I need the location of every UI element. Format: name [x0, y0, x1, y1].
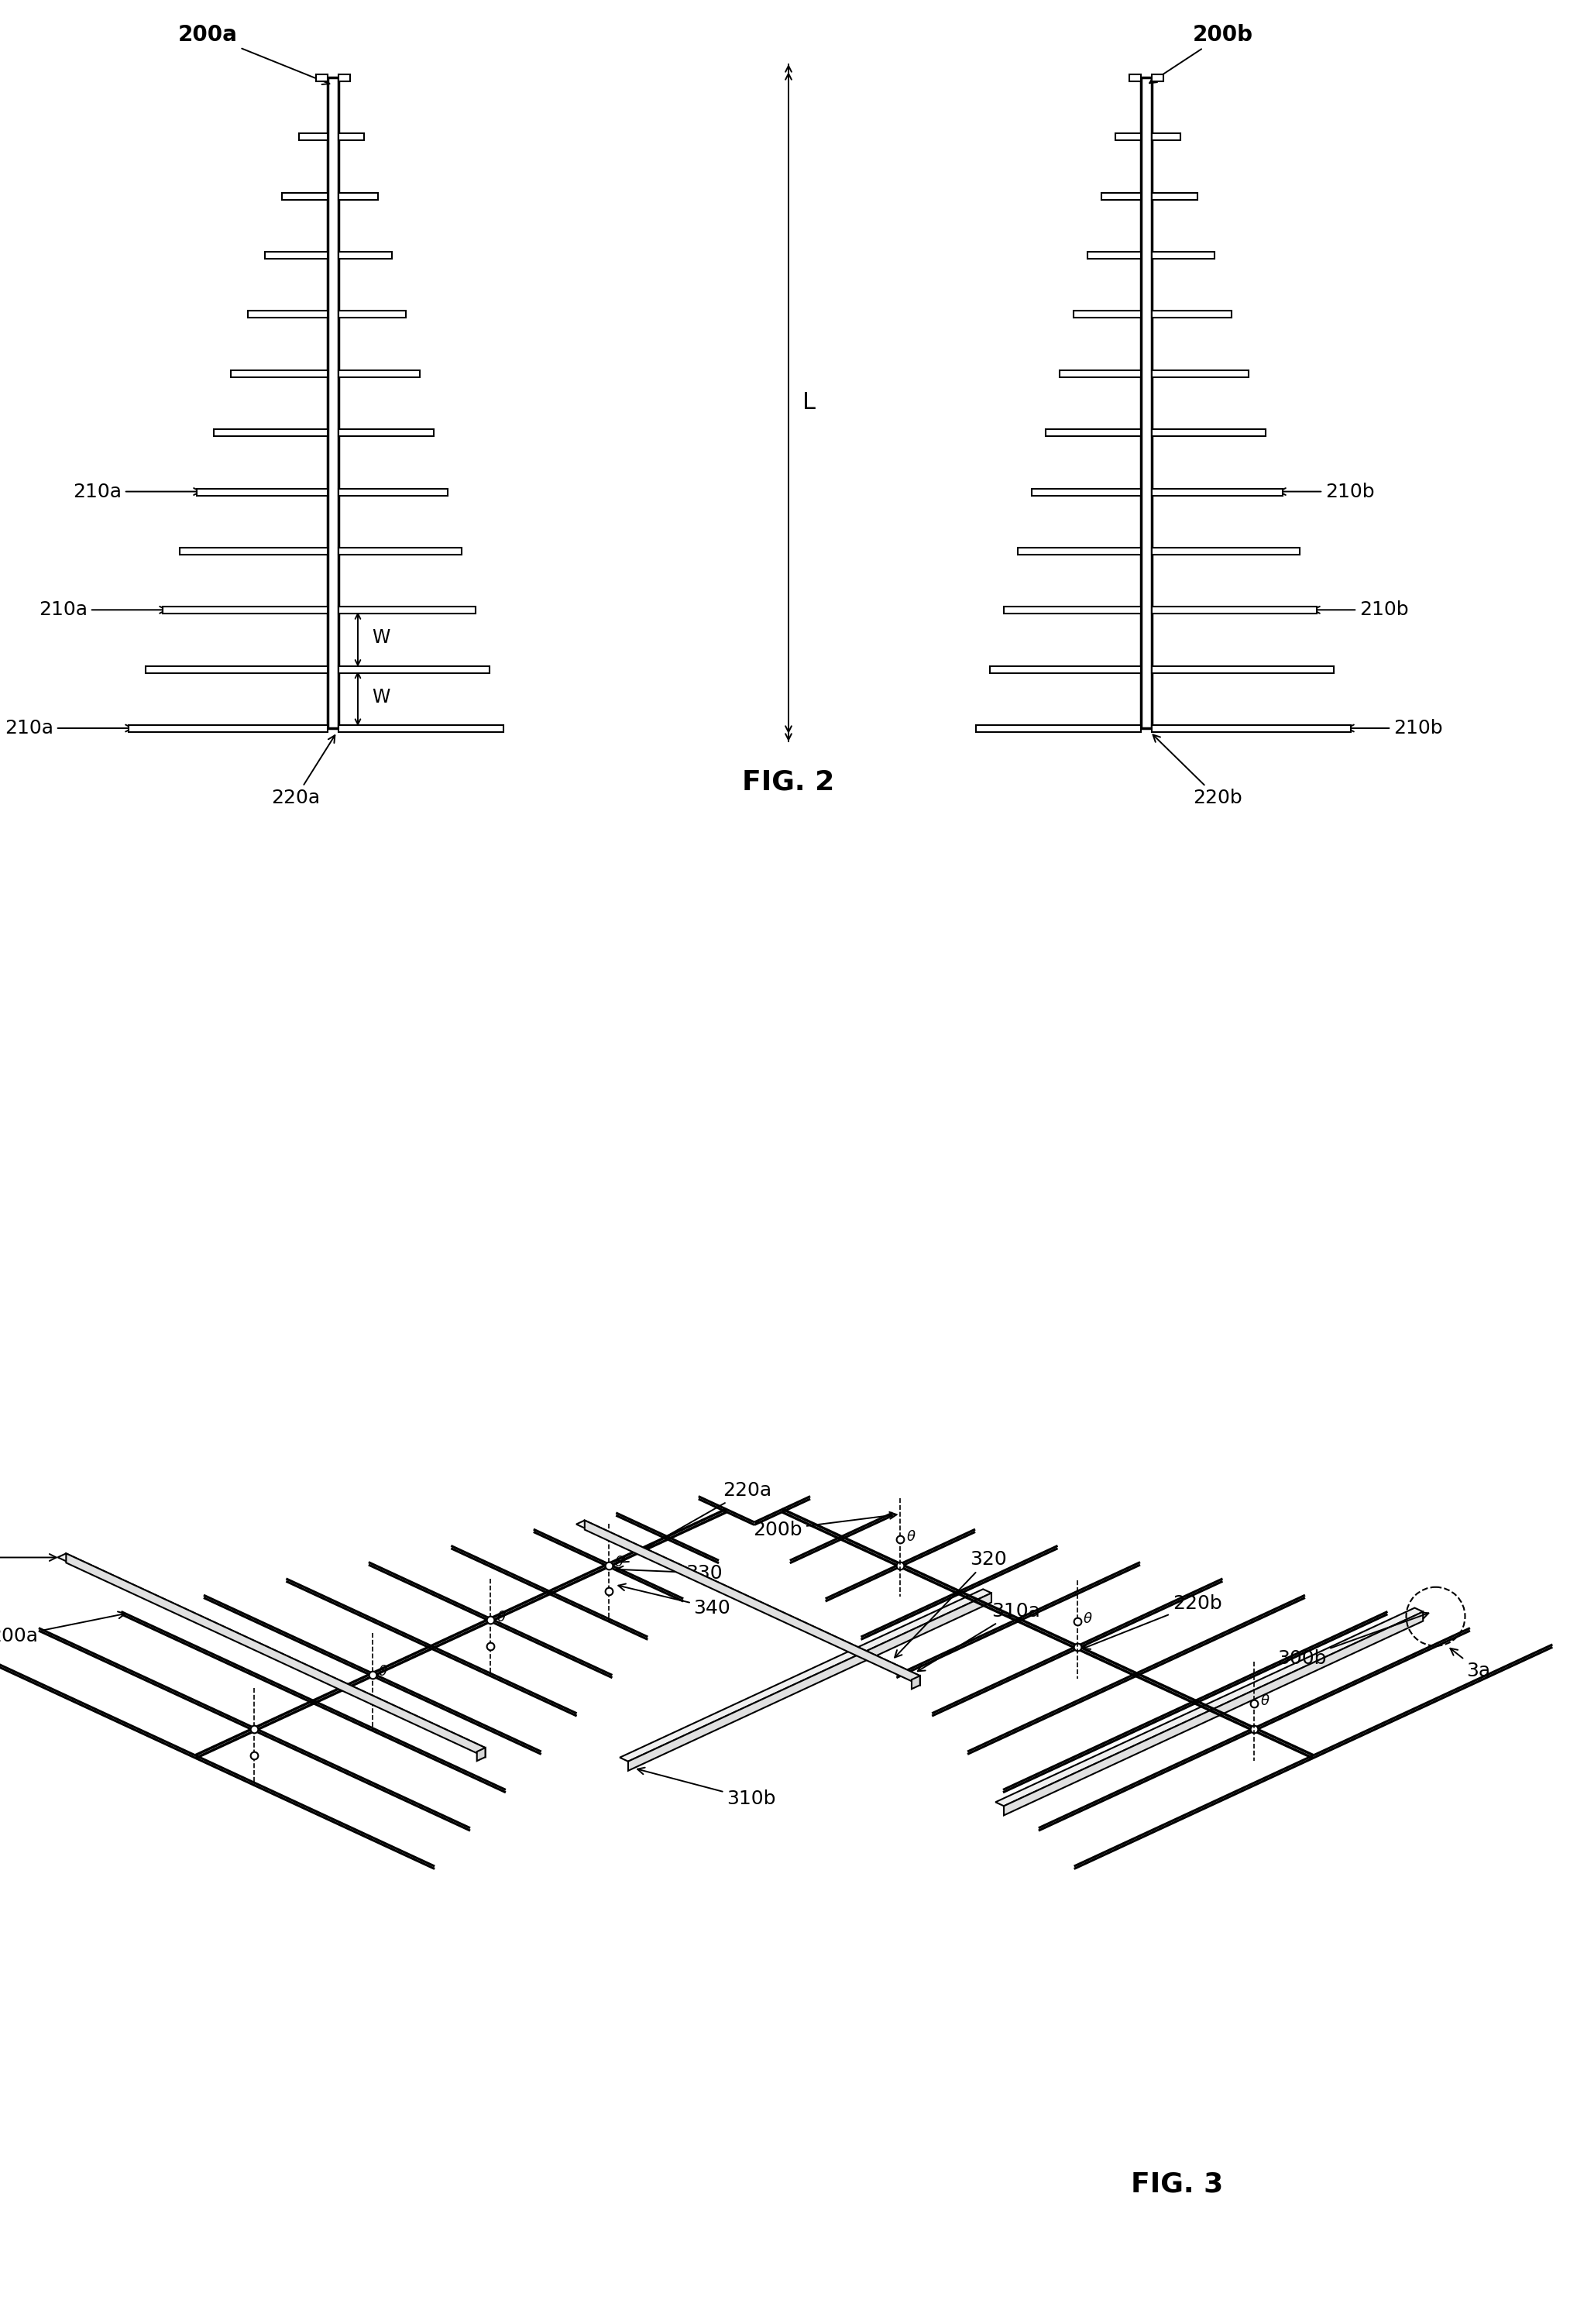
Text: 220a: 220a	[621, 1480, 771, 1562]
Bar	[1151, 251, 1214, 258]
Bar	[1151, 193, 1197, 200]
Bar	[1151, 607, 1317, 614]
Bar	[197, 488, 328, 495]
Polygon shape	[1005, 1613, 1422, 1815]
Text: θ: θ	[1083, 1613, 1091, 1627]
Text: 300a: 300a	[0, 1548, 57, 1566]
Bar	[214, 430, 328, 437]
Bar	[162, 607, 328, 614]
Bar	[1151, 667, 1334, 674]
Text: 200b: 200b	[1150, 23, 1254, 84]
Text: θ: θ	[615, 1555, 623, 1569]
Text: FIG. 2: FIG. 2	[743, 769, 834, 795]
Bar	[339, 667, 489, 674]
Bar	[339, 132, 364, 139]
Bar	[1005, 607, 1140, 614]
Bar	[230, 370, 328, 376]
Text: 200a: 200a	[0, 1611, 125, 1645]
Text: L: L	[803, 390, 815, 414]
Bar	[1060, 370, 1140, 376]
Bar	[300, 132, 328, 139]
Text: 210b: 210b	[1312, 600, 1408, 618]
Bar	[1046, 430, 1140, 437]
Bar	[328, 77, 339, 727]
Bar	[1151, 74, 1164, 81]
Bar	[1151, 430, 1266, 437]
Bar	[1151, 370, 1249, 376]
Text: 200b: 200b	[754, 1513, 897, 1538]
Text: 340: 340	[618, 1583, 730, 1618]
Polygon shape	[628, 1592, 992, 1771]
Text: FIG. 3: FIG. 3	[1131, 2171, 1224, 2199]
Bar	[1151, 548, 1299, 555]
Text: θ: θ	[1260, 1694, 1269, 1708]
Bar	[1017, 548, 1140, 555]
Bar	[145, 667, 328, 674]
Text: θ: θ	[907, 1529, 915, 1543]
Bar	[282, 193, 328, 200]
Bar	[248, 311, 328, 318]
Bar	[1151, 488, 1282, 495]
Bar	[1151, 132, 1181, 139]
Text: 210b: 210b	[1347, 718, 1443, 737]
Text: 220b: 220b	[1153, 734, 1243, 806]
Bar	[339, 607, 476, 614]
Bar	[990, 667, 1140, 674]
Bar	[265, 251, 328, 258]
Text: W: W	[372, 627, 390, 646]
Bar	[339, 725, 503, 732]
Polygon shape	[576, 1520, 919, 1680]
Bar	[339, 370, 419, 376]
Bar	[1129, 74, 1140, 81]
Bar	[1101, 193, 1140, 200]
Text: θ: θ	[378, 1664, 386, 1678]
Bar	[180, 548, 328, 555]
Bar	[1115, 132, 1140, 139]
Bar	[339, 430, 434, 437]
Text: 220b: 220b	[1083, 1594, 1222, 1650]
Bar	[1088, 251, 1140, 258]
Text: 310a: 310a	[918, 1601, 1041, 1671]
Polygon shape	[995, 1608, 1422, 1806]
Text: θ: θ	[497, 1611, 505, 1624]
Bar	[339, 251, 393, 258]
Bar	[339, 311, 405, 318]
Polygon shape	[585, 1520, 919, 1685]
Bar	[1140, 77, 1151, 727]
Polygon shape	[620, 1590, 992, 1762]
Text: 200a: 200a	[178, 23, 330, 84]
Text: 3a: 3a	[1451, 1648, 1490, 1680]
Polygon shape	[912, 1676, 919, 1690]
Polygon shape	[66, 1552, 486, 1757]
Text: 210a: 210a	[73, 483, 200, 502]
Text: 210a: 210a	[5, 718, 132, 737]
Text: 330: 330	[617, 1564, 722, 1583]
Text: W: W	[372, 688, 390, 706]
Bar	[339, 488, 448, 495]
Bar	[339, 548, 462, 555]
Text: 310b: 310b	[637, 1769, 776, 1808]
Bar	[315, 74, 328, 81]
Text: 320: 320	[894, 1550, 1006, 1657]
Polygon shape	[58, 1552, 486, 1752]
Text: 210a: 210a	[39, 600, 167, 618]
Bar	[339, 193, 378, 200]
Bar	[1151, 311, 1232, 318]
Bar	[1031, 488, 1140, 495]
Bar	[339, 74, 350, 81]
Bar	[976, 725, 1140, 732]
Text: 210b: 210b	[1279, 483, 1375, 502]
Bar	[1074, 311, 1140, 318]
Text: 300b: 300b	[1277, 1613, 1429, 1669]
Text: 220a: 220a	[271, 734, 334, 806]
Polygon shape	[476, 1748, 486, 1762]
Bar	[1151, 725, 1351, 732]
Bar	[129, 725, 328, 732]
